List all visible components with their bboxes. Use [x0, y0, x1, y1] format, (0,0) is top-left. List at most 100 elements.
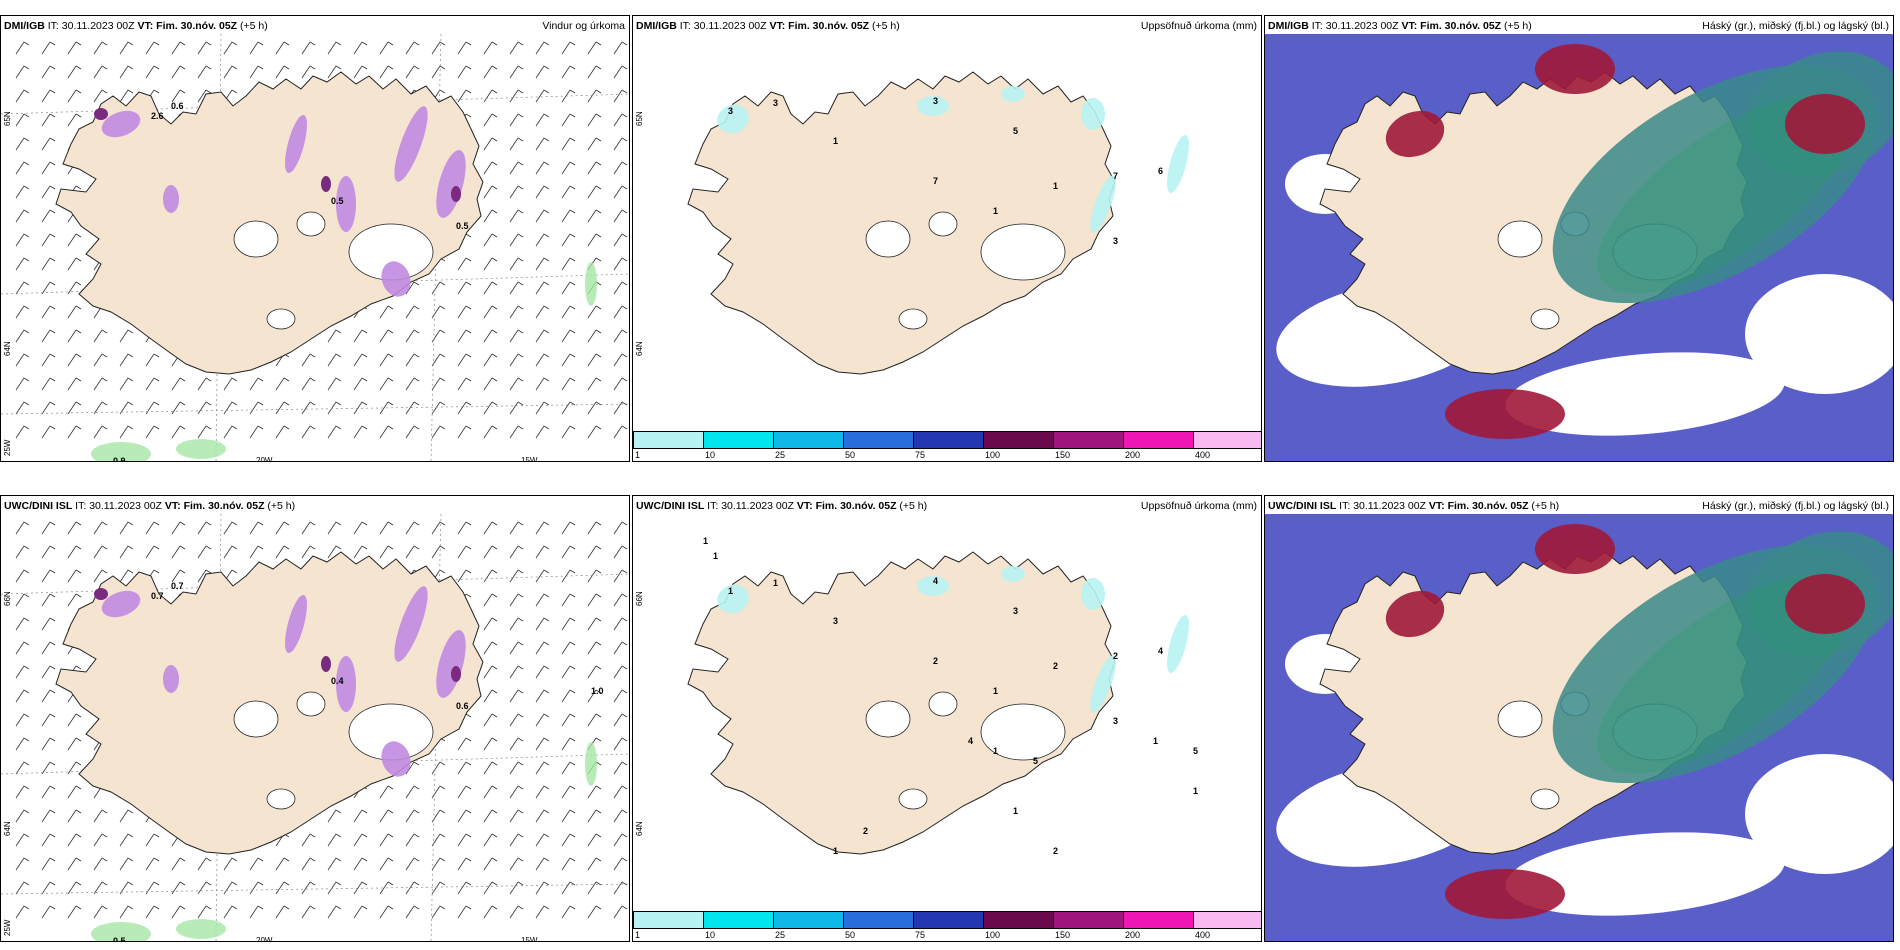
wind-barb	[457, 425, 467, 439]
wind-barb	[353, 425, 363, 439]
wind-barb	[93, 89, 103, 103]
map-area: 3 3 1 3 5 1 1 7 6 7 3	[633, 34, 1261, 461]
wind-barb	[483, 785, 493, 799]
wind-barb	[41, 209, 51, 223]
wind-barb	[587, 113, 597, 127]
wind-barb	[587, 377, 597, 391]
map-svg: 0.7 0.7 0.4 0.6 0.5 1.0	[1, 514, 629, 941]
wind-barb	[535, 65, 545, 79]
wind-barb	[41, 545, 51, 559]
wind-barb	[67, 401, 77, 415]
wind-barb	[509, 713, 519, 727]
map-svg: 0.6 2.6 0.5 0.5 0.9	[1, 34, 629, 461]
panel-header: DMI/IGB IT: 30.11.2023 00Z VT: Fim. 30.n…	[1, 16, 629, 36]
wind-barb	[509, 329, 519, 343]
map-area	[1265, 34, 1893, 461]
accum-value-label: 1	[728, 586, 733, 596]
wind-barb	[405, 785, 415, 799]
colorbar-cell	[703, 431, 774, 449]
wind-barb	[41, 785, 51, 799]
wind-barb	[15, 569, 25, 583]
wind-barb	[223, 521, 233, 535]
wind-barb	[509, 209, 519, 223]
wind-barb	[301, 905, 311, 919]
precip-area	[336, 656, 356, 712]
wind-barb	[145, 521, 155, 535]
wind-barb	[509, 89, 519, 103]
wind-barb	[119, 65, 129, 79]
wind-barb	[41, 113, 51, 127]
wind-barb	[41, 377, 51, 391]
wind-barb	[15, 785, 25, 799]
glacier	[296, 691, 326, 717]
wind-barb	[535, 185, 545, 199]
wind-barb	[197, 521, 207, 535]
wind-barb	[509, 305, 519, 319]
map-area: 0.7 0.7 0.4 0.6 0.5 1.0	[1, 514, 629, 941]
precip-core	[94, 108, 108, 120]
accum-value-label: 6	[1158, 166, 1163, 176]
convective-cloud	[1785, 574, 1865, 634]
wind-barb	[197, 89, 207, 103]
wind-barb	[41, 713, 51, 727]
clear-sky	[1745, 754, 1893, 874]
wind-barb	[405, 521, 415, 535]
wind-barb	[93, 353, 103, 367]
wind-barb	[561, 641, 571, 655]
wind-barb	[119, 353, 129, 367]
accum-value-label: 3	[728, 106, 733, 116]
accum-area	[1167, 614, 1189, 674]
precip-core	[94, 588, 108, 600]
wind-barb	[613, 593, 623, 607]
map-svg: 3 3 1 3 5 1 1 7 6 7 3	[687, 71, 1189, 375]
wind-barb	[145, 65, 155, 79]
colorbar-cell	[913, 911, 984, 929]
wind-barb	[93, 905, 103, 919]
wind-barb	[535, 425, 545, 439]
wind-barb	[613, 281, 623, 295]
wind-barb	[535, 89, 545, 103]
wind-barb	[587, 641, 597, 655]
accum-value-label: 1	[773, 578, 778, 588]
wind-barb	[587, 833, 597, 847]
wind-barb	[457, 329, 467, 343]
wind-barb	[41, 257, 51, 271]
wind-barb	[561, 137, 571, 151]
it-label: IT:	[679, 20, 691, 32]
wind-barb	[483, 209, 493, 223]
wind-barb	[197, 377, 207, 391]
wind-barb	[587, 593, 597, 607]
wind-barb	[405, 353, 415, 367]
wind-barb	[561, 305, 571, 319]
glacier	[1530, 788, 1560, 810]
wind-barb	[223, 401, 233, 415]
wind-barb	[561, 785, 571, 799]
wind-barb	[535, 881, 545, 895]
wind-barb	[353, 833, 363, 847]
wind-barb	[613, 545, 623, 559]
wind-barb	[509, 401, 519, 415]
init-time: 30.11.2023 00Z	[89, 500, 162, 512]
colorbar-cell	[703, 911, 774, 929]
wind-barb	[197, 41, 207, 55]
wind-barb	[405, 905, 415, 919]
panel-uwc-cloud: UWC/DINI ISL IT: 30.11.2023 00Z VT: Fim.…	[1264, 495, 1894, 942]
wind-barb	[67, 41, 77, 55]
wind-barb	[41, 641, 51, 655]
wind-barb	[431, 521, 441, 535]
colorbar-tick: 50	[845, 450, 856, 460]
wind-barb	[41, 65, 51, 79]
wind-barb	[587, 857, 597, 871]
wind-barb	[41, 617, 51, 631]
accum-value-label: 5	[1013, 126, 1018, 136]
wind-barb	[171, 545, 181, 559]
wind-barb	[509, 137, 519, 151]
colorbar-tick: 400	[1195, 450, 1211, 460]
wind-barb	[561, 65, 571, 79]
wind-barb	[457, 761, 467, 775]
wind-barb	[535, 401, 545, 415]
colorbar-cell	[773, 431, 844, 449]
wind-barb	[431, 881, 441, 895]
wind-barb	[223, 545, 233, 559]
wind-barb	[379, 401, 389, 415]
